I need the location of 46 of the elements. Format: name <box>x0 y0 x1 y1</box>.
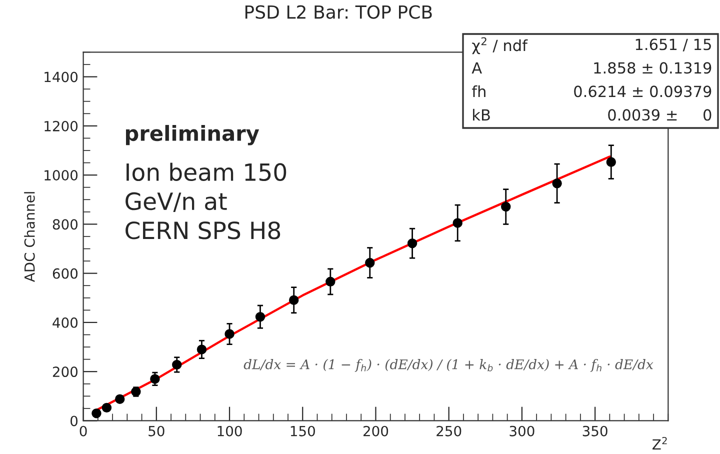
point <box>102 402 112 413</box>
y-tick-label: 800 <box>52 219 78 230</box>
x-axis-title: Z$^{2}$ <box>652 436 667 450</box>
point <box>407 238 418 248</box>
annotation: 0.6214 ± 0.09379 <box>574 86 712 98</box>
y-tick-label: 0 <box>70 416 78 426</box>
annotation: Ion beam 150 GeV/n at CERN SPS H8 <box>126 162 286 240</box>
annotation: χ$^{2}$ / ndf <box>472 37 528 54</box>
x-tick-label: 300 <box>510 426 534 436</box>
x-tick-label: 100 <box>218 426 242 436</box>
point <box>224 329 234 339</box>
annotation: dL/dx = A · (1 − f$_{h}$) · (dE/dx) / (1 + k$_{b}$ · dE/dx) + A · f$_{h}$ · dE/dx <box>244 359 654 372</box>
annotation: A <box>472 62 482 74</box>
point <box>552 178 562 188</box>
point <box>150 374 160 384</box>
y-tick-label: 1200 <box>44 120 78 132</box>
y-tick-label: 1400 <box>44 72 78 82</box>
x-tick-label: 50 <box>148 426 164 436</box>
x-tick-label: 150 <box>290 426 315 436</box>
annotation: 1.858 ± 0.1319 <box>594 62 712 74</box>
point <box>452 218 462 228</box>
point <box>365 258 375 268</box>
annotation: kB <box>473 108 490 120</box>
annotation: fh <box>472 85 486 97</box>
point <box>501 202 511 212</box>
y-tick-label: 200 <box>52 366 78 378</box>
point <box>92 408 102 418</box>
y-tick-label: 600 <box>52 268 78 279</box>
y-tick-label: 400 <box>52 317 78 328</box>
text: 1.651 / 15 <box>636 38 711 52</box>
x-tick-label: 250 <box>436 426 462 436</box>
x-tick-label: 200 <box>363 426 388 436</box>
point <box>114 394 125 404</box>
x-tick-label: 350 <box>582 426 608 436</box>
x-tick-label: 0 <box>80 426 87 436</box>
chart-title: PSD L2 Bar: TOP PCB <box>245 5 432 19</box>
annotation: preliminary <box>126 124 260 146</box>
point <box>288 295 299 305</box>
point <box>606 157 616 167</box>
point <box>326 276 336 287</box>
y-axis-title: ADC Channel <box>24 192 35 282</box>
point <box>172 360 182 370</box>
annotation: 0.0039 ± 0 <box>608 109 712 121</box>
y-tick-label: 1000 <box>44 170 78 181</box>
point <box>255 312 266 322</box>
point <box>196 344 207 354</box>
